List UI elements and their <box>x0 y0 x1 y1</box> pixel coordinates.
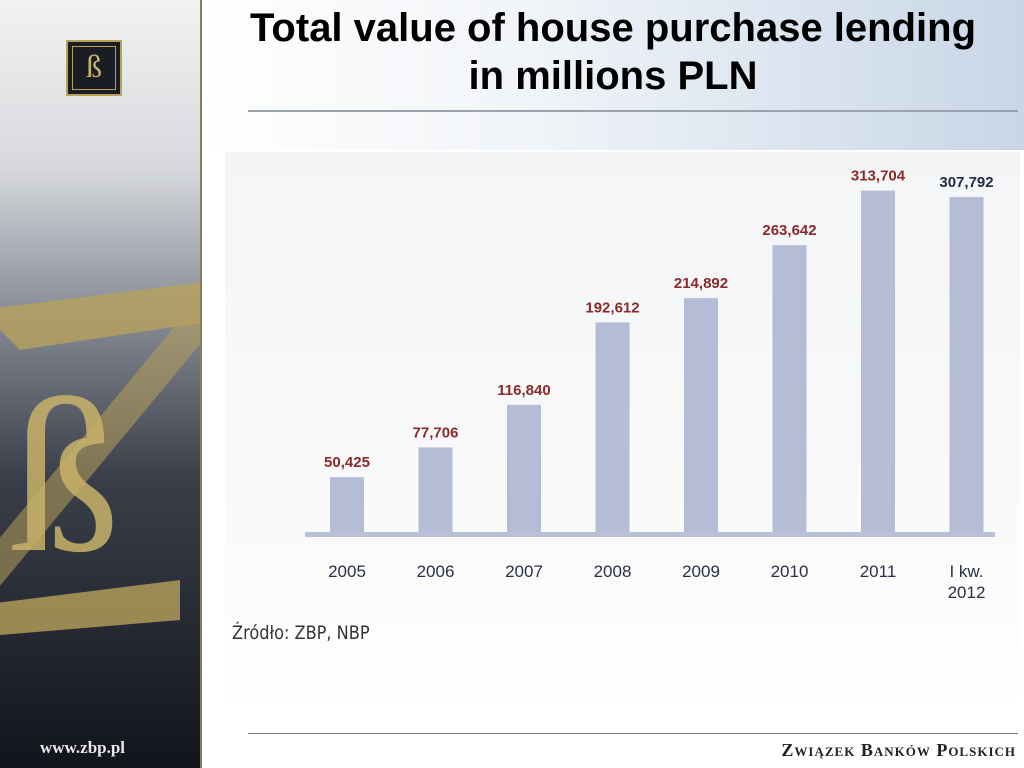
chart-panel: 50,425 2005 77,706 2006 116,840 2007 192,612 20… <box>225 152 1020 712</box>
footer-brand: Związek Banków Polskich <box>781 740 1016 760</box>
slide-title: Total value of house purchase lending in… <box>202 4 1024 100</box>
bar-chart: 50,425 2005 77,706 2006 116,840 2007 192,612 20… <box>305 168 995 602</box>
value-label-1: 77,706 <box>413 424 459 441</box>
logo-frame <box>72 46 116 90</box>
category-label-2: 2007 <box>505 562 543 581</box>
bar-1 <box>418 447 453 532</box>
bar-6 <box>861 190 895 532</box>
value-label-0: 50,425 <box>324 454 370 471</box>
bar-3 <box>595 322 630 532</box>
category-label-5: 2010 <box>771 562 809 581</box>
zbp-emblem-watermark: ß <box>0 282 200 635</box>
value-label-7: 307,792 <box>939 174 993 191</box>
zbp-logo: ß <box>66 40 122 96</box>
left-sidebar: ß ß www.zbp.pl <box>0 0 200 768</box>
svg-text:ß: ß <box>10 354 120 598</box>
chart-source: Źródło: ZBP, NBP <box>232 622 370 644</box>
bar-7 <box>949 197 984 533</box>
bar-0 <box>330 477 364 532</box>
website-url: www.zbp.pl <box>40 738 126 757</box>
value-label-2: 116,840 <box>497 382 550 399</box>
x-axis-baseline <box>305 532 995 537</box>
title-line-1: Total value of house purchase lending <box>249 6 977 50</box>
category-label-0: 2005 <box>328 562 366 581</box>
category-label-7: I kw. 2012 <box>948 562 986 602</box>
title-line-2: in millions PLN <box>468 54 758 98</box>
value-label-6: 313,704 <box>851 168 906 185</box>
bar-2 <box>507 404 541 532</box>
logo-glyph: ß <box>86 48 102 84</box>
bar-5 <box>772 245 807 533</box>
category-label-6: 2011 <box>860 562 897 581</box>
value-label-5: 263,642 <box>762 222 816 239</box>
category-label-3: 2008 <box>594 562 632 581</box>
value-label-3: 192,612 <box>585 299 639 316</box>
footer-rule <box>248 733 1018 734</box>
sidebar-divider <box>200 0 202 768</box>
title-rule <box>248 110 1018 112</box>
category-label-1: 2006 <box>417 562 455 581</box>
category-label-4: 2009 <box>682 562 720 581</box>
header-background <box>202 0 1024 150</box>
bar-4 <box>684 298 718 532</box>
value-label-4: 214,892 <box>674 275 728 292</box>
